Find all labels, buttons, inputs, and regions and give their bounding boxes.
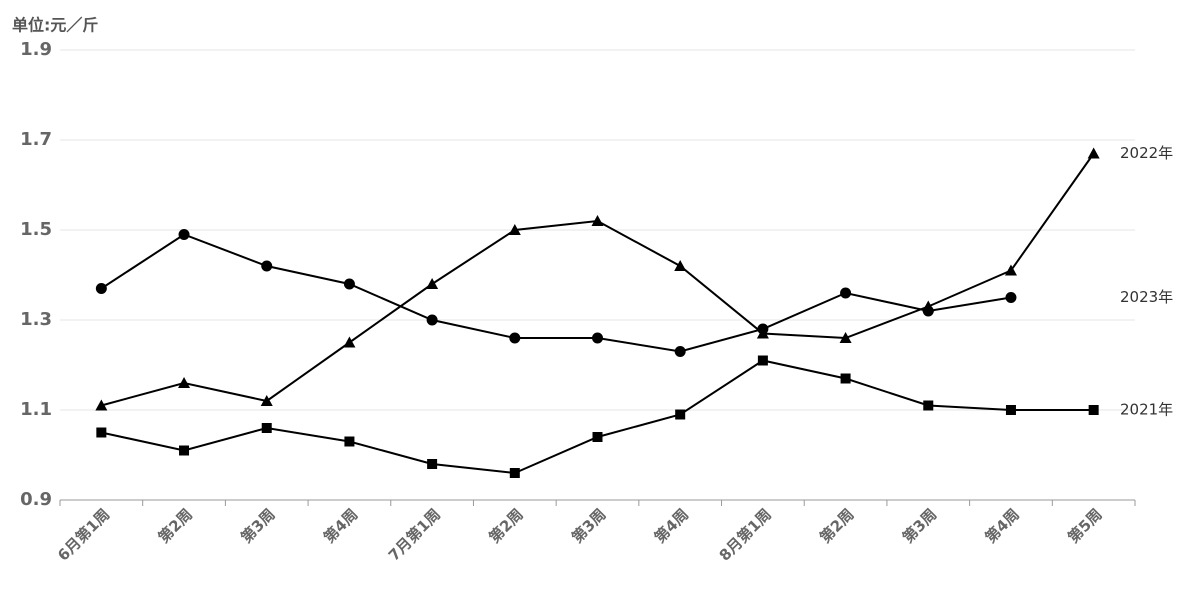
marker [509, 332, 521, 344]
series-label: 2022年 [1120, 144, 1173, 162]
y-tick-label: 1.9 [20, 39, 52, 60]
series-label: 2023年 [1120, 288, 1173, 306]
marker [95, 283, 107, 294]
marker [591, 215, 604, 226]
marker [592, 432, 603, 442]
x-tick-label: 6月第1周 [54, 505, 113, 564]
series-line [101, 152, 1095, 407]
y-tick-label: 1.7 [20, 129, 52, 150]
y-tick-label: 0.9 [20, 489, 52, 510]
marker [592, 332, 603, 344]
x-tick-label: 7月第1周 [385, 505, 444, 564]
marker [178, 377, 191, 388]
marker [178, 229, 190, 240]
marker [840, 373, 851, 384]
marker [179, 445, 190, 456]
marker [1088, 405, 1099, 415]
marker [675, 409, 686, 420]
x-tick-label: 第2周 [485, 505, 526, 546]
x-tick-label: 第3周 [237, 505, 278, 546]
marker [508, 224, 521, 235]
marker [1087, 147, 1100, 159]
marker [260, 395, 273, 406]
marker [261, 423, 272, 433]
marker [427, 459, 438, 469]
marker [1004, 264, 1017, 276]
marker [343, 336, 356, 348]
y-tick-label: 1.1 [20, 399, 52, 420]
marker [1005, 405, 1016, 415]
x-tick-label: 第2周 [155, 505, 196, 546]
marker [1005, 292, 1017, 303]
x-tick-label: 第4周 [320, 505, 361, 546]
marker [95, 399, 108, 411]
y-axis-unit: 单位:元／斤 [12, 16, 98, 35]
marker [840, 287, 852, 299]
series-line [100, 233, 1012, 353]
x-tick-label: 第4周 [982, 505, 1023, 546]
x-tick-label: 8月第1周 [716, 505, 775, 564]
marker [261, 260, 273, 272]
marker [922, 305, 934, 317]
x-tick-label: 第5周 [1064, 505, 1105, 546]
y-tick-label: 1.3 [20, 309, 52, 330]
marker [96, 427, 107, 438]
series-line [101, 359, 1094, 475]
x-tick-label: 第3周 [568, 505, 609, 546]
x-tick-label: 第2周 [816, 505, 857, 546]
marker [343, 278, 355, 290]
marker [757, 323, 769, 335]
marker [674, 260, 687, 271]
marker [426, 278, 439, 289]
marker [509, 468, 520, 478]
marker [426, 314, 438, 326]
marker [923, 400, 934, 411]
marker [344, 436, 355, 447]
x-tick-label: 第4周 [651, 505, 692, 546]
x-tick-label: 第3周 [899, 505, 940, 546]
marker [757, 355, 768, 366]
marker [674, 346, 686, 357]
y-tick-label: 1.5 [20, 219, 52, 240]
marker [839, 332, 852, 343]
series-label: 2021年 [1120, 401, 1173, 419]
